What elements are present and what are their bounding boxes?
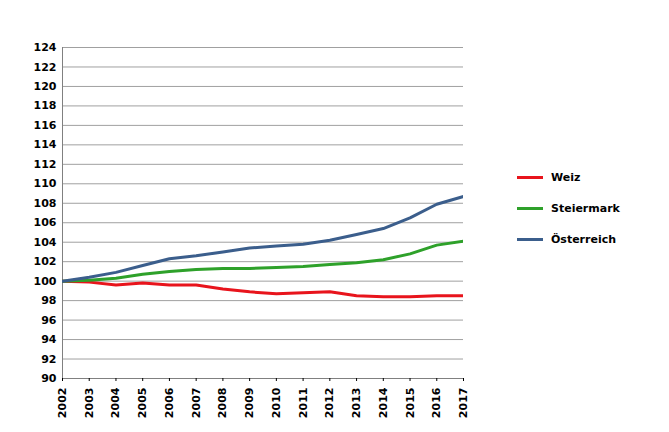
svg-text:2011: 2011 xyxy=(297,388,310,419)
svg-text:100: 100 xyxy=(34,275,57,288)
svg-text:96: 96 xyxy=(41,314,57,327)
svg-text:98: 98 xyxy=(41,294,56,307)
svg-text:2002: 2002 xyxy=(56,388,69,419)
svg-text:2012: 2012 xyxy=(323,388,336,419)
svg-text:94: 94 xyxy=(41,333,57,346)
svg-text:2005: 2005 xyxy=(136,388,149,419)
svg-text:2013: 2013 xyxy=(350,388,363,419)
svg-text:102: 102 xyxy=(34,255,57,268)
svg-text:2004: 2004 xyxy=(109,387,122,418)
html-text:Österreich: Österreich xyxy=(551,233,617,246)
svg-text:116: 116 xyxy=(34,119,57,132)
svg-text:90: 90 xyxy=(41,372,57,385)
svg-text:92: 92 xyxy=(41,353,56,366)
svg-text:122: 122 xyxy=(34,60,57,73)
svg-text:2006: 2006 xyxy=(163,387,176,418)
svg-text:2016: 2016 xyxy=(430,387,443,418)
svg-text:2009: 2009 xyxy=(243,388,256,419)
svg-text:2015: 2015 xyxy=(404,388,417,419)
svg-text:108: 108 xyxy=(34,197,57,210)
svg-text:2014: 2014 xyxy=(377,387,390,418)
svg-text:2008: 2008 xyxy=(216,388,229,419)
svg-text:2010: 2010 xyxy=(270,387,283,418)
svg-text:118: 118 xyxy=(34,99,57,112)
html-text:Weiz: Weiz xyxy=(551,171,581,184)
svg-text:112: 112 xyxy=(34,158,57,171)
svg-text:2003: 2003 xyxy=(83,388,96,419)
svg-text:2017: 2017 xyxy=(457,388,470,419)
svg-text:120: 120 xyxy=(34,80,57,93)
html-text:Steiermark: Steiermark xyxy=(551,202,620,215)
svg-text:106: 106 xyxy=(34,216,57,229)
svg-text:2007: 2007 xyxy=(190,388,203,419)
svg-text:124: 124 xyxy=(34,41,57,54)
svg-text:114: 114 xyxy=(34,138,57,151)
svg-text:110: 110 xyxy=(34,177,57,190)
svg-text:104: 104 xyxy=(34,236,57,249)
